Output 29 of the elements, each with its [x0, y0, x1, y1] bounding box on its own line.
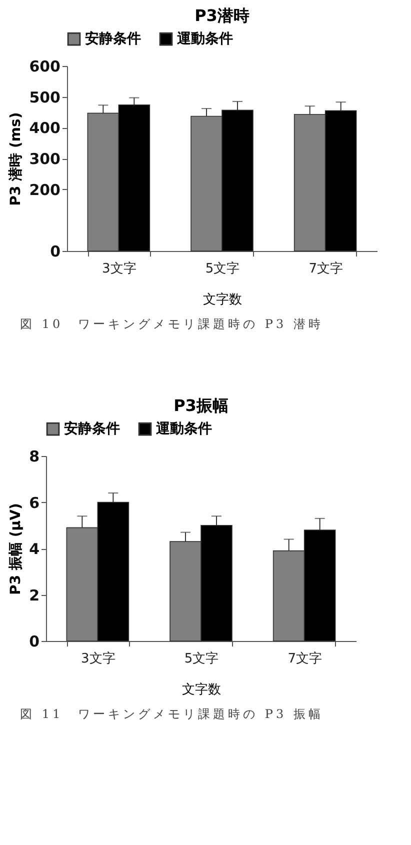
x-tick-label: 7文字: [288, 650, 322, 666]
chart-title: P3潜時: [194, 6, 250, 25]
y-tick-label: 500: [29, 88, 60, 106]
x-tick-label: 5文字: [184, 650, 219, 666]
y-tick-label: 6: [29, 494, 40, 512]
legend-label: 運動条件: [176, 31, 233, 48]
y-tick-label: 2: [29, 586, 40, 604]
legend-label: 運動条件: [155, 421, 212, 438]
x-tick-label: 7文字: [308, 260, 343, 276]
y-tick-label: 4: [29, 540, 40, 558]
x-tick-label: 3文字: [81, 650, 116, 666]
x-axis-title: 文字数: [203, 292, 242, 308]
y-tick-label: 200: [29, 180, 60, 199]
legend-label: 安静条件: [85, 30, 141, 48]
caption: 図 11 ワーキングメモリ課題時の P3 振幅: [19, 706, 324, 723]
y-tick-label: 600: [29, 58, 60, 76]
y-axis-title: P3 振幅 (μV): [8, 503, 24, 595]
y-tick-label: 0: [29, 632, 40, 650]
x-tick-label: 5文字: [205, 260, 240, 276]
caption: 図 10 ワーキングメモリ課題時の P3 潜時: [19, 316, 324, 333]
x-tick-label: 3文字: [102, 260, 136, 276]
y-axis-title: P3 潜時 (ms): [8, 112, 24, 206]
chart-title: P3振幅: [174, 396, 228, 415]
y-tick-label: 400: [29, 119, 60, 138]
x-axis-title: 文字数: [182, 682, 221, 698]
y-tick-label: 0: [50, 242, 60, 260]
y-tick-label: 8: [29, 448, 40, 466]
legend-label: 安静条件: [64, 420, 120, 438]
y-tick-label: 300: [29, 150, 60, 168]
